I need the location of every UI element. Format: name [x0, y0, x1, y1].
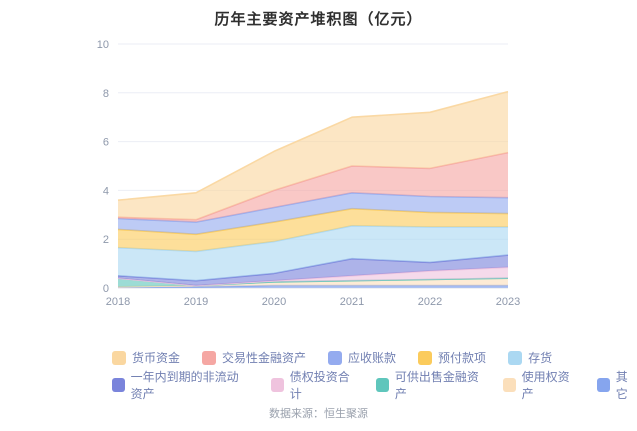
chart-legend: 货币资金 交易性金融资产 应收账款 预付款项 存货 一年内到期的非流动资产 债权投资合计 可…	[0, 344, 637, 401]
legend-item[interactable]: 其它	[597, 368, 637, 402]
legend-chip-icon	[112, 377, 125, 392]
legend-item[interactable]: 一年内到期的非流动资产	[112, 368, 249, 402]
legend-row: 一年内到期的非流动资产 债权投资合计 可供出售金融资产 使用权资产 其它	[0, 370, 637, 401]
area-band-可供出售金融资产	[118, 278, 508, 287]
legend-item[interactable]: 可供出售金融资产	[376, 368, 481, 402]
x-axis-tick-label: 2022	[418, 296, 442, 308]
chart-title: 历年主要资产堆积图（亿元）	[214, 11, 423, 28]
x-axis-tick-label: 2023	[496, 296, 520, 308]
x-axis-tick-label: 2018	[106, 296, 130, 308]
area-band-货币资金	[118, 91, 508, 220]
legend-chip-icon	[597, 377, 610, 392]
legend-chip-icon	[503, 377, 516, 392]
area-band-存货	[118, 225, 508, 281]
legend-label: 应收账款	[348, 351, 397, 365]
legend-item[interactable]: 预付款项	[418, 349, 486, 366]
legend-row: 货币资金 交易性金融资产 应收账款 预付款项 存货	[0, 344, 637, 371]
legend-label: 预付款项	[438, 351, 487, 365]
area-band-预付款项	[118, 208, 508, 252]
legend-chip-icon	[508, 350, 523, 365]
legend-label: 交易性金融资产	[222, 351, 307, 365]
legend-item[interactable]: 交易性金融资产	[202, 349, 306, 366]
y-axis-tick-label: 2	[103, 234, 109, 246]
legend-chip-icon	[202, 350, 217, 365]
x-axis-tick-label: 2021	[340, 296, 364, 308]
legend-item[interactable]: 货币资金	[112, 349, 180, 366]
x-axis-tick-label: 2019	[184, 296, 208, 308]
data-source-note: 数据来源：恒生聚源	[269, 408, 368, 420]
legend-label: 其它	[615, 369, 628, 401]
legend-item[interactable]: 债权投资合计	[271, 368, 354, 402]
x-axis-tick-label: 2020	[262, 296, 286, 308]
legend-item[interactable]: 应收账款	[328, 349, 396, 366]
area-band-交易性金融资产	[118, 152, 508, 223]
legend-label: 货币资金	[132, 351, 181, 365]
y-axis-tick-label: 10	[97, 39, 109, 51]
legend-item[interactable]: 存货	[508, 349, 552, 366]
legend-chip-icon	[112, 350, 126, 365]
area-top-line	[117, 90, 509, 201]
legend-item[interactable]: 使用权资产	[503, 368, 575, 402]
legend-label: 债权投资合计	[289, 369, 350, 401]
legend-label: 可供出售金融资产	[394, 369, 479, 401]
legend-label: 存货	[528, 351, 553, 365]
area-band-应收账款	[118, 192, 508, 235]
legend-label: 使用权资产	[521, 369, 570, 401]
y-axis-tick-label: 4	[103, 185, 109, 197]
legend-chip-icon	[271, 377, 284, 392]
legend-chip-icon	[418, 350, 433, 365]
y-axis-tick-label: 6	[103, 137, 109, 149]
legend-chip-icon	[376, 377, 389, 392]
legend-chip-icon	[328, 350, 343, 365]
legend-label: 一年内到期的非流动资产	[130, 369, 239, 401]
area-band-一年内到期的非流动资产	[118, 255, 508, 286]
y-axis-tick-label: 8	[103, 88, 109, 100]
y-axis-tick-label: 0	[103, 283, 109, 295]
